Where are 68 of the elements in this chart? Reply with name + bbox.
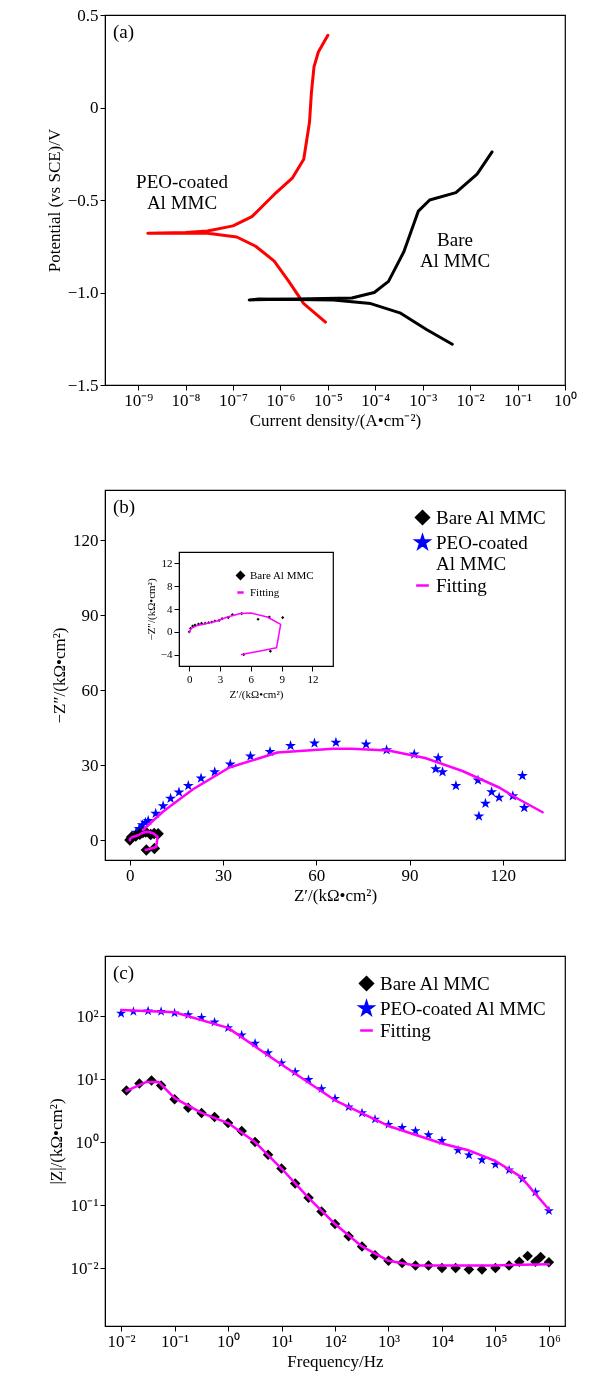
- y-tick-label: −1.5: [67, 375, 99, 395]
- x-tick-label: 30: [215, 865, 233, 885]
- y-tick-label: −4: [160, 648, 173, 661]
- legend-label: Fitting: [436, 574, 488, 596]
- x-tick-label: 10⁻⁶: [266, 390, 296, 410]
- y-tick-label: 0: [90, 98, 99, 117]
- y-tick-label: 0: [167, 625, 173, 638]
- x-axis-title: Z′/(kΩ•cm²): [293, 885, 378, 905]
- annotation: (c): [113, 962, 135, 984]
- x-tick-label: 0: [126, 865, 135, 885]
- x-tick-label: 6: [248, 672, 255, 685]
- x-tick-label: 12: [307, 672, 319, 685]
- x-tick-label: 10⁻⁹: [124, 390, 154, 410]
- x-axis-title: Z′/(kΩ•cm²): [229, 687, 284, 701]
- annotation: (a): [113, 21, 135, 43]
- y-tick-label: 10²: [76, 1006, 99, 1026]
- y-tick-label: 8: [167, 579, 173, 592]
- y-tick-label: 10¹: [76, 1069, 99, 1089]
- legend-label: Bare Al MMC: [436, 506, 546, 528]
- x-tick-label: 10⁰: [554, 390, 577, 410]
- x-tick-label: 10⁻⁷: [219, 390, 249, 410]
- y-tick-label: 4: [167, 602, 173, 615]
- x-tick-label: 3: [217, 672, 224, 685]
- x-tick-label: 9: [279, 672, 286, 685]
- x-tick-label: 10⁵: [484, 1331, 508, 1351]
- x-tick-label: 10⁻¹: [504, 390, 533, 410]
- y-tick-label: 0.5: [77, 5, 99, 25]
- x-tick-label: 90: [401, 865, 419, 885]
- y-tick-label: 120: [73, 530, 99, 550]
- y-axis-title: |Z|/(kΩ•cm²): [47, 1098, 67, 1185]
- x-tick-label: 10⁻²: [107, 1331, 136, 1351]
- y-tick-label: 0: [90, 830, 99, 850]
- x-tick-label: 10²: [324, 1331, 347, 1351]
- y-tick-label: −1.0: [67, 283, 99, 302]
- x-tick-label: 10¹: [270, 1331, 294, 1351]
- y-axis-title: −Z″/(kΩ•cm²): [50, 627, 69, 724]
- y-tick-label: 10⁰: [75, 1132, 99, 1152]
- annotation: (b): [113, 496, 136, 518]
- x-tick-label: 10⁻³: [409, 390, 438, 410]
- series-label: Bare Al MMC: [419, 229, 491, 271]
- x-tick-label: 10⁻⁴: [361, 390, 391, 410]
- x-tick-label: 0: [187, 672, 194, 685]
- y-axis-title: −Z″/(kΩ•cm²): [144, 578, 158, 641]
- y-axis-title: Potential (vs SCE)/V: [44, 128, 64, 273]
- x-tick-label: 120: [490, 865, 517, 885]
- y-tick-label: 30: [81, 755, 99, 775]
- y-tick-label: 12: [161, 556, 173, 569]
- legend-label: Bare Al MMC: [380, 972, 490, 994]
- x-tick-label: 10⁻²: [456, 390, 485, 410]
- x-tick-label: 10⁰: [217, 1331, 241, 1351]
- legend-label: Fitting: [380, 1019, 432, 1041]
- legend-label: Fitting: [250, 585, 280, 598]
- series-label: PEO-coated Al MMC: [136, 171, 229, 213]
- x-axis-title: Current density/(A•cm⁻²): [249, 410, 422, 430]
- legend-label: PEO-coated Al MMC: [436, 531, 529, 574]
- x-tick-label: 10³: [377, 1331, 401, 1351]
- x-tick-label: 10⁻⁵: [313, 390, 343, 410]
- x-tick-label: 60: [308, 865, 326, 885]
- x-axis-title: Frequency/Hz: [287, 1351, 385, 1371]
- y-tick-label: 10⁻²: [70, 1258, 99, 1278]
- x-tick-label: 10⁶: [537, 1331, 561, 1351]
- x-tick-label: 10⁻⁸: [171, 390, 201, 410]
- y-tick-label: −0.5: [67, 190, 99, 210]
- y-tick-label: 90: [81, 605, 99, 625]
- legend-label: PEO-coated Al MMC: [380, 997, 546, 1019]
- y-tick-label: 10⁻¹: [70, 1195, 99, 1215]
- x-tick-label: 10⁴: [430, 1331, 454, 1351]
- legend-label: Bare Al MMC: [250, 568, 314, 581]
